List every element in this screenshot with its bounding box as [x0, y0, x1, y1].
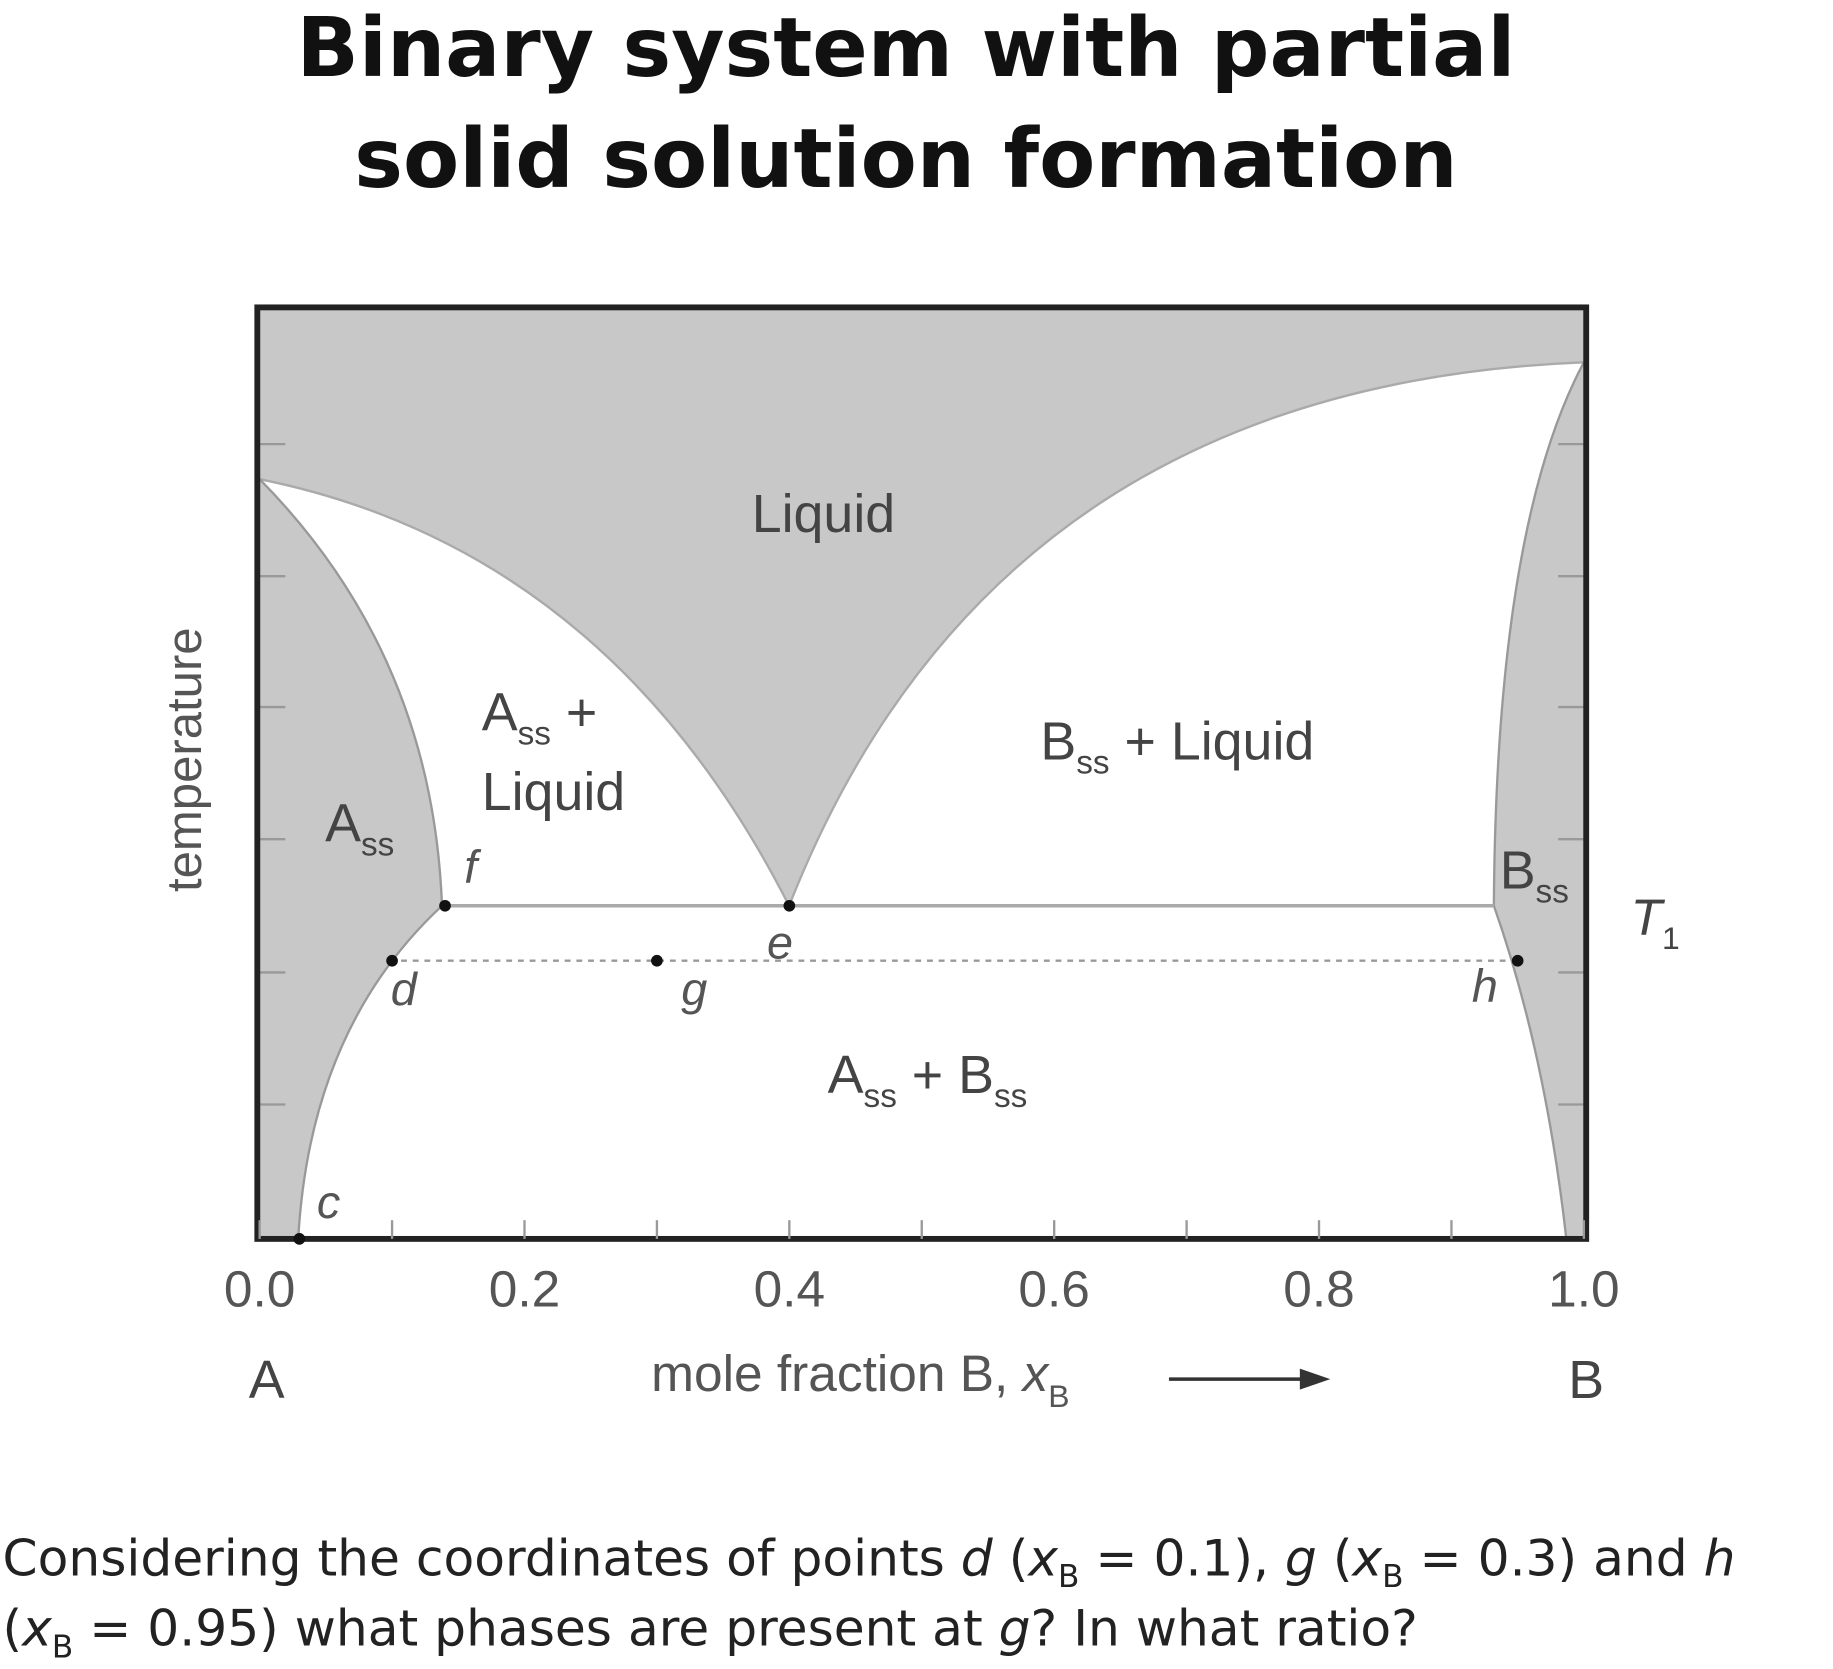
region-label: Liquid [752, 484, 895, 544]
chart-title: solid solution formation [354, 112, 1457, 207]
point [651, 954, 663, 967]
text-part: Liquid [752, 484, 895, 544]
diagram [254, 304, 1590, 1390]
x-end-label: B [1568, 1350, 1604, 1410]
text-part: 1 [1662, 920, 1680, 956]
text-part: ? In what ratio? [1031, 1599, 1418, 1658]
x-end-label: A [249, 1350, 285, 1410]
point [293, 1233, 306, 1245]
text-part: x [1026, 1528, 1059, 1587]
text-part: ( [1317, 1528, 1353, 1587]
x-tick-label: 0.2 [489, 1260, 560, 1318]
b-ss-region [1493, 362, 1587, 1239]
liquid-region [257, 307, 1587, 906]
point-label: c [317, 1176, 340, 1228]
text-part: ss [361, 827, 394, 864]
text-part: + Liquid [1110, 712, 1315, 772]
text-part: A [482, 682, 518, 742]
chart-title: Binary system with partial [297, 1, 1516, 96]
x-arrow-head [1299, 1368, 1331, 1390]
text-part: Liquid [482, 762, 625, 822]
text-part: = 0.95) what phases are present at [73, 1599, 998, 1658]
text-part: ss [518, 716, 551, 753]
point-label: d [391, 963, 419, 1015]
x-tick-label: 1.0 [1548, 1260, 1619, 1318]
point-label: g [681, 963, 707, 1015]
point-label: e [767, 916, 793, 968]
text-part: B [1058, 1559, 1079, 1595]
text-part: A [325, 794, 361, 854]
temperature-label: T1 [1631, 888, 1680, 956]
text-part: d [961, 1528, 994, 1587]
text-part: g [1285, 1528, 1317, 1587]
x-tick-label: 0.0 [224, 1260, 295, 1318]
text-part: ss [1076, 745, 1109, 782]
text-part: x [20, 1599, 53, 1658]
y-axis-label: temperature [158, 627, 212, 892]
question-text: Considering the coordinates of points d … [3, 1528, 1736, 1595]
text-part: g [999, 1599, 1031, 1658]
text-part: B [1040, 712, 1076, 772]
b-solidus [1492, 361, 1585, 1240]
region-label: Liquid [482, 762, 625, 822]
text-part: mole fraction B, [651, 1344, 1022, 1402]
x-tick-label: 0.4 [754, 1260, 825, 1318]
text-part: ss [994, 1078, 1027, 1115]
a-ss-region [257, 479, 442, 1239]
x-axis-label: mole fraction B, xB [651, 1344, 1069, 1414]
point [439, 899, 451, 912]
text-part: = 0.3) and [1404, 1528, 1704, 1587]
point-label: h [1472, 960, 1498, 1012]
text-part: ss [1536, 873, 1569, 910]
text-part: ( [993, 1528, 1029, 1587]
region-label: Ass + [482, 682, 598, 752]
a-solidus [258, 478, 444, 1239]
text-part: x [1350, 1528, 1383, 1587]
region-label: Bss + Liquid [1040, 712, 1314, 782]
region-label: Ass [325, 794, 394, 864]
text-part: + [551, 682, 597, 742]
text-part: ( [3, 1599, 23, 1658]
point [1511, 954, 1524, 967]
region-label: Bss [1500, 840, 1569, 910]
y-ticks [259, 442, 1584, 1106]
point [783, 899, 796, 912]
text-part: B [1048, 1378, 1069, 1414]
x-tick-label: 0.6 [1018, 1260, 1089, 1318]
text-part: ss [864, 1078, 897, 1115]
text-part: B [1500, 840, 1536, 900]
text-part: B [1382, 1559, 1403, 1595]
text-part: = 0.1), [1079, 1528, 1285, 1587]
region-label: Ass + Bss [828, 1045, 1028, 1115]
point [386, 954, 398, 967]
text-part: + B [897, 1045, 994, 1105]
text-part: x [1020, 1344, 1051, 1402]
text-part: B [52, 1629, 73, 1665]
text-part: h [1704, 1528, 1736, 1587]
text-part: Considering the coordinates of points [3, 1528, 961, 1587]
liquidus [259, 361, 1584, 909]
x-tick-label: 0.8 [1283, 1260, 1354, 1318]
question-text: (xB = 0.95) what phases are present at g… [3, 1599, 1418, 1666]
text-part: A [828, 1045, 864, 1105]
text-part: T [1631, 888, 1666, 946]
